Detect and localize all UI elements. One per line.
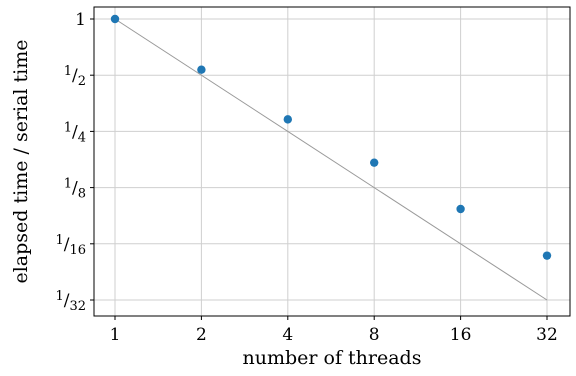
- ideal-scaling-line-group: [114, 18, 548, 301]
- y-tick-slash: /: [64, 235, 70, 255]
- y-tick-numerator: 1: [55, 289, 63, 304]
- data-points: [110, 14, 552, 260]
- y-tick-label: 1/2: [64, 64, 86, 89]
- x-axis-ticks: 1 2 4 8 16 32: [110, 316, 558, 345]
- x-tick-label: 2: [196, 325, 207, 345]
- y-tick-slash: /: [72, 122, 78, 142]
- y-tick-numerator: 1: [64, 177, 72, 192]
- x-tick-label: 32: [536, 325, 558, 345]
- y-axis-label: elapsed time / serial time: [10, 39, 32, 283]
- data-point: [197, 65, 206, 74]
- grid: [94, 7, 570, 316]
- y-tick-label: 1/32: [55, 289, 86, 314]
- y-tick-denominator: 32: [69, 299, 86, 314]
- y-tick-slash: /: [72, 179, 78, 199]
- y-tick-denominator: 2: [78, 74, 86, 89]
- y-tick-label: 1/16: [55, 233, 86, 258]
- data-point: [370, 158, 379, 167]
- y-tick-numerator: 1: [55, 233, 63, 248]
- y-tick-slash: /: [72, 66, 78, 86]
- y-tick-label: 1/8: [64, 177, 86, 202]
- y-axis-ticks: 11/21/41/81/161/32: [55, 10, 94, 314]
- x-tick-label: 16: [450, 325, 472, 345]
- x-tick-label: 8: [369, 325, 380, 345]
- ideal-scaling-line: [114, 18, 548, 301]
- plot-frame: [93, 6, 571, 317]
- data-point: [283, 115, 292, 124]
- x-axis-label: number of threads: [243, 347, 422, 369]
- data-point: [542, 251, 552, 260]
- x-tick-label: 4: [282, 325, 293, 345]
- y-tick-numerator: 1: [64, 120, 72, 135]
- x-tick-label: 1: [110, 325, 121, 345]
- y-tick-label: 1: [75, 10, 86, 30]
- y-tick-denominator: 4: [78, 130, 86, 145]
- y-tick-numerator: 1: [64, 64, 72, 79]
- data-point: [456, 204, 465, 214]
- y-tick-label: 1/4: [64, 120, 86, 145]
- y-tick-denominator: 16: [69, 243, 86, 258]
- y-tick-denominator: 8: [78, 187, 86, 202]
- data-point: [110, 14, 120, 24]
- y-tick-slash: /: [64, 291, 70, 311]
